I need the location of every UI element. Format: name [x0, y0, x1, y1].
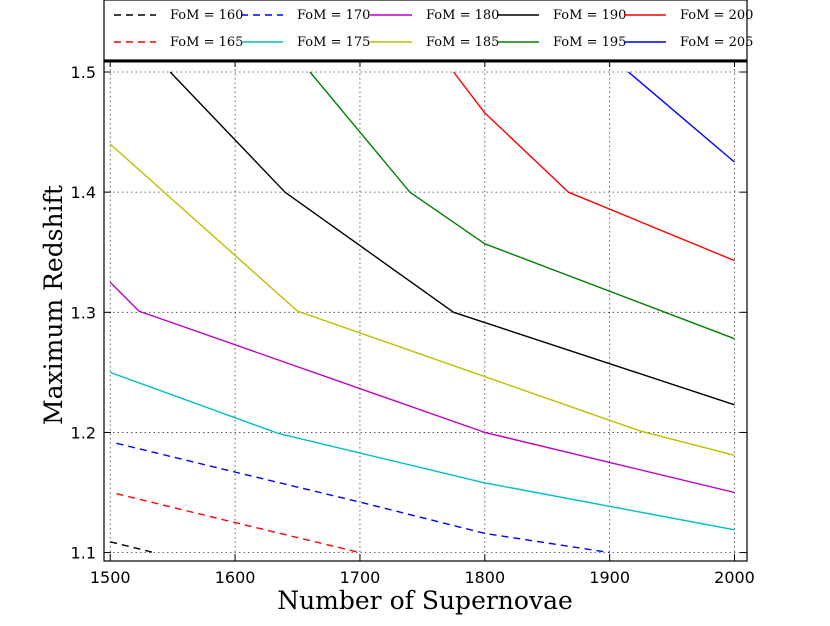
series-line-fom-175 [109, 371, 735, 531]
x-tick-label: 1500 [90, 568, 131, 587]
legend-label-fom-190: FoM = 190 [553, 8, 626, 23]
series-line-fom-195 [309, 71, 735, 340]
legend-label-fom-175: FoM = 175 [297, 35, 370, 50]
legend-label-fom-195: FoM = 195 [553, 35, 626, 50]
legend-label-fom-180: FoM = 180 [426, 8, 499, 23]
x-tick-label: 1900 [589, 568, 630, 587]
x-axis-label: Number of Supernovae [277, 586, 573, 615]
series-line-fom-180 [109, 281, 735, 494]
x-tick-label: 2000 [714, 568, 755, 587]
legend-box [103, 0, 748, 61]
legend: FoM = 160 FoM = 165 FoM = 170 FoM = 175 FoM … [103, 0, 753, 63]
x-tick-label: 1600 [215, 568, 256, 587]
y-tick-label: 1.1 [71, 544, 96, 563]
y-tick-label: 1.3 [71, 303, 96, 322]
y-tick-label: 1.5 [71, 63, 96, 82]
x-tick-label: 1800 [464, 568, 505, 587]
y-tick-label: 1.4 [71, 183, 96, 202]
y-axis-label: Maximum Redshift [39, 185, 68, 425]
legend-label-fom-185: FoM = 185 [426, 35, 499, 50]
series-lines [109, 71, 735, 554]
legend-label-fom-160: FoM = 160 [170, 8, 243, 23]
grid-lines [104, 60, 747, 561]
tick-labels: 1500 1600 1700 1800 1900 2000 1.1 1.2 1.3 1.4 1.5 [71, 63, 755, 587]
series-line-fom-160 [110, 541, 155, 554]
series-line-fom-200 [453, 71, 735, 262]
series-line-fom-190 [169, 71, 735, 406]
x-tick-label: 1700 [340, 568, 381, 587]
series-line-fom-165 [116, 493, 361, 554]
series-line-fom-185 [109, 143, 735, 456]
legend-items: FoM = 160 FoM = 165 FoM = 170 FoM = 175 FoM … [114, 8, 753, 50]
legend-label-fom-205: FoM = 205 [680, 35, 753, 50]
legend-label-fom-170: FoM = 170 [297, 8, 370, 23]
y-tick-label: 1.2 [71, 423, 96, 442]
series-line-fom-205 [627, 71, 735, 163]
series-line-fom-170 [116, 442, 610, 554]
legend-label-fom-200: FoM = 200 [680, 8, 753, 23]
legend-label-fom-165: FoM = 165 [170, 35, 243, 50]
